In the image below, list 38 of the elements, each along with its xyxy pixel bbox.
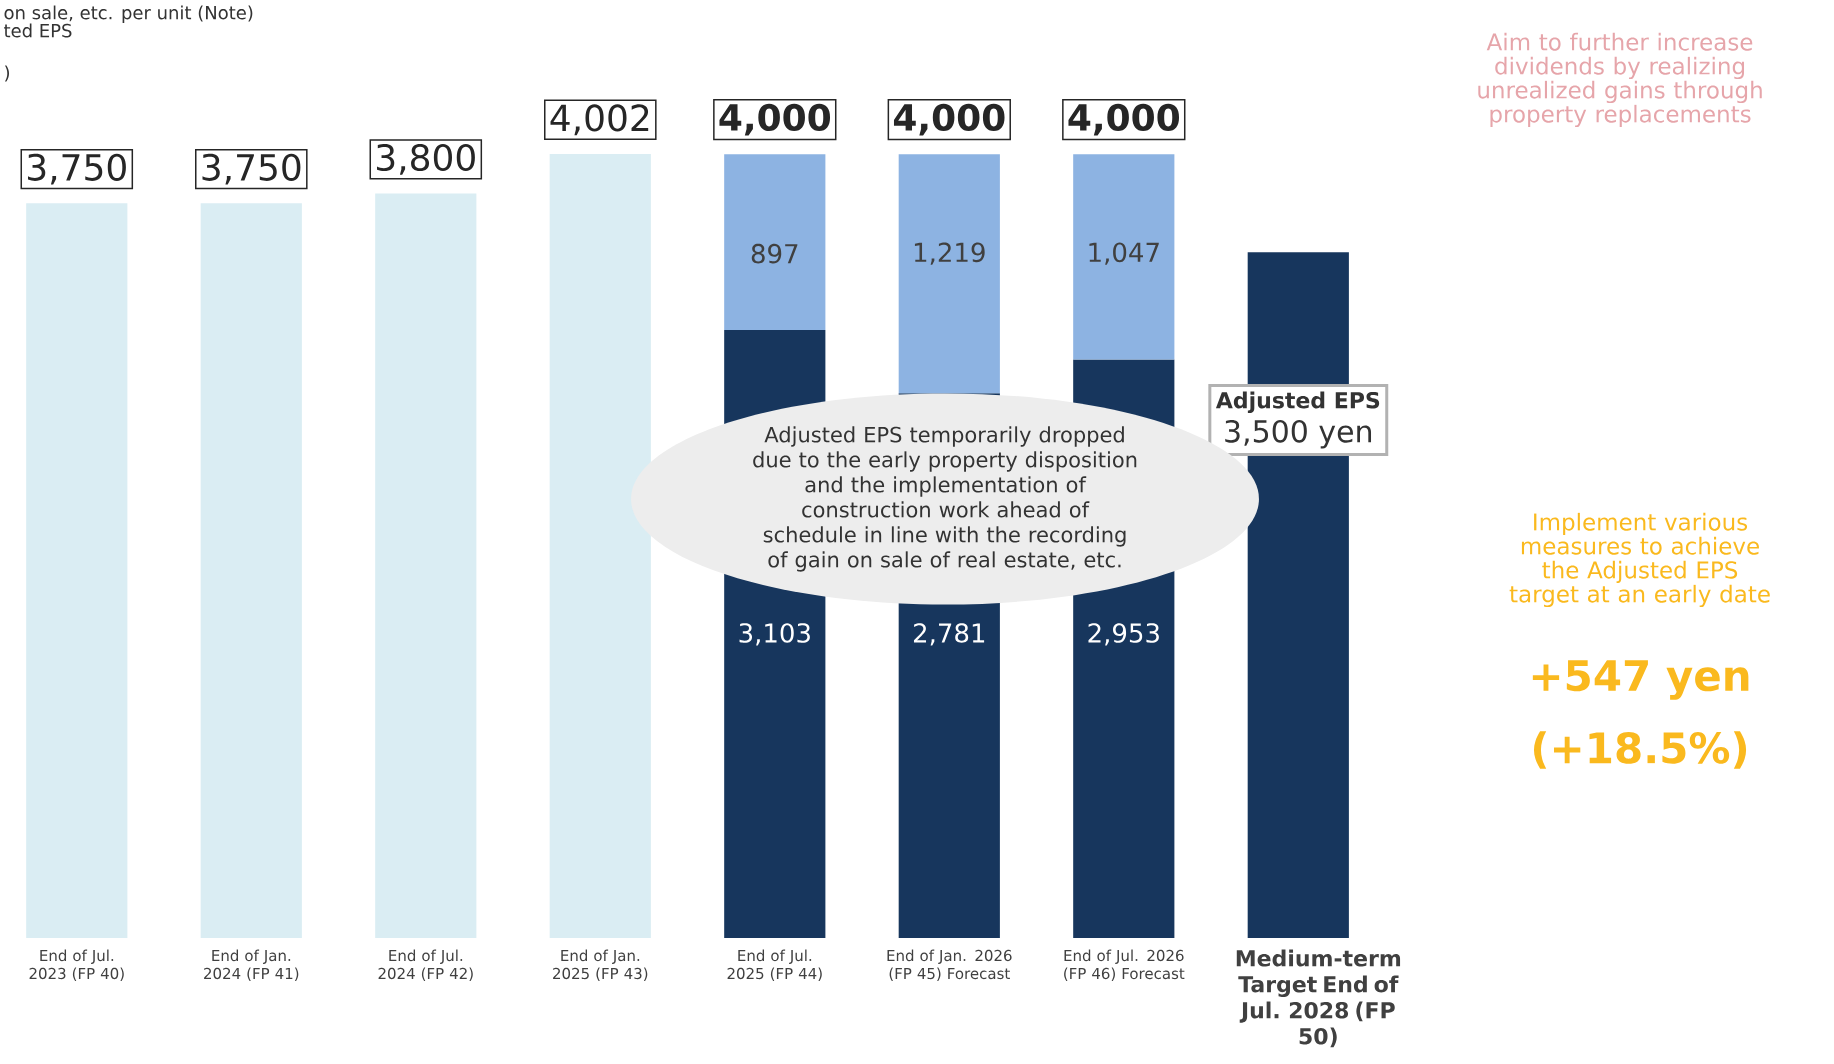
x-tick-label: End of Jul. 2023 (FP 40)	[29, 949, 124, 981]
total-label: 3,750	[28, 153, 126, 185]
bar	[1073, 154, 1175, 360]
x-tick-label: End of Jul. 2024 (FP 42)	[378, 949, 473, 981]
x-tick-label: Medium-term Target End of Jul. 2028 (FP 50)	[1236, 949, 1401, 1048]
text: +547 yen	[1532, 660, 1749, 700]
data-label: 2,781	[913, 623, 985, 646]
total-label: 4,000	[719, 103, 831, 136]
text: Implement various measures to achieve the Adjusted EPS target at an early date	[1509, 512, 1770, 608]
x-tick-label: End of Jul. 2025 (FP 44)	[727, 949, 822, 981]
bar	[549, 153, 651, 938]
data-label: 1,219	[914, 242, 985, 265]
text: ted EPS	[4, 23, 72, 38]
data-label: 3,500 yen	[1225, 419, 1372, 449]
text: on sale, etc. per unit (Note)	[4, 5, 253, 23]
bar	[200, 203, 302, 938]
total-label: 3,800	[377, 143, 475, 175]
text: (+18.5%)	[1533, 731, 1747, 769]
bar	[724, 154, 826, 331]
x-tick-label: End of Jan. 2025 (FP 43)	[553, 949, 648, 981]
text: Aim to further increase dividends by realizing unrealized gains through property replacements	[1478, 32, 1762, 128]
x-tick-label: End of Jul. 2026 (FP 46) Forecast	[1064, 949, 1185, 981]
data-label: 3,103	[739, 623, 810, 646]
total-label: 3,750	[202, 153, 301, 185]
data-label: 897	[751, 243, 798, 264]
total-label: 4,000	[893, 103, 1005, 136]
total-label: 4,000	[1068, 103, 1180, 136]
data-label: 2,953	[1088, 623, 1159, 646]
bar	[375, 193, 477, 938]
total-label: 4,002	[550, 104, 649, 136]
annotation: Adjusted EPS	[1215, 391, 1380, 413]
x-tick-label: End of Jan. 2026 (FP 45) Forecast	[887, 949, 1012, 981]
data-label: 1,047	[1089, 242, 1159, 265]
bar	[898, 154, 1000, 394]
bar	[26, 203, 128, 938]
x-tick-label: End of Jan. 2024 (FP 41)	[204, 949, 299, 981]
annotation: Adjusted EPS temporarily dropped due to the early property disposition and the implementation of construction work ahead of schedule in line with the recording of gain on sale of real estate, etc.	[753, 426, 1137, 572]
text: )	[4, 65, 10, 82]
